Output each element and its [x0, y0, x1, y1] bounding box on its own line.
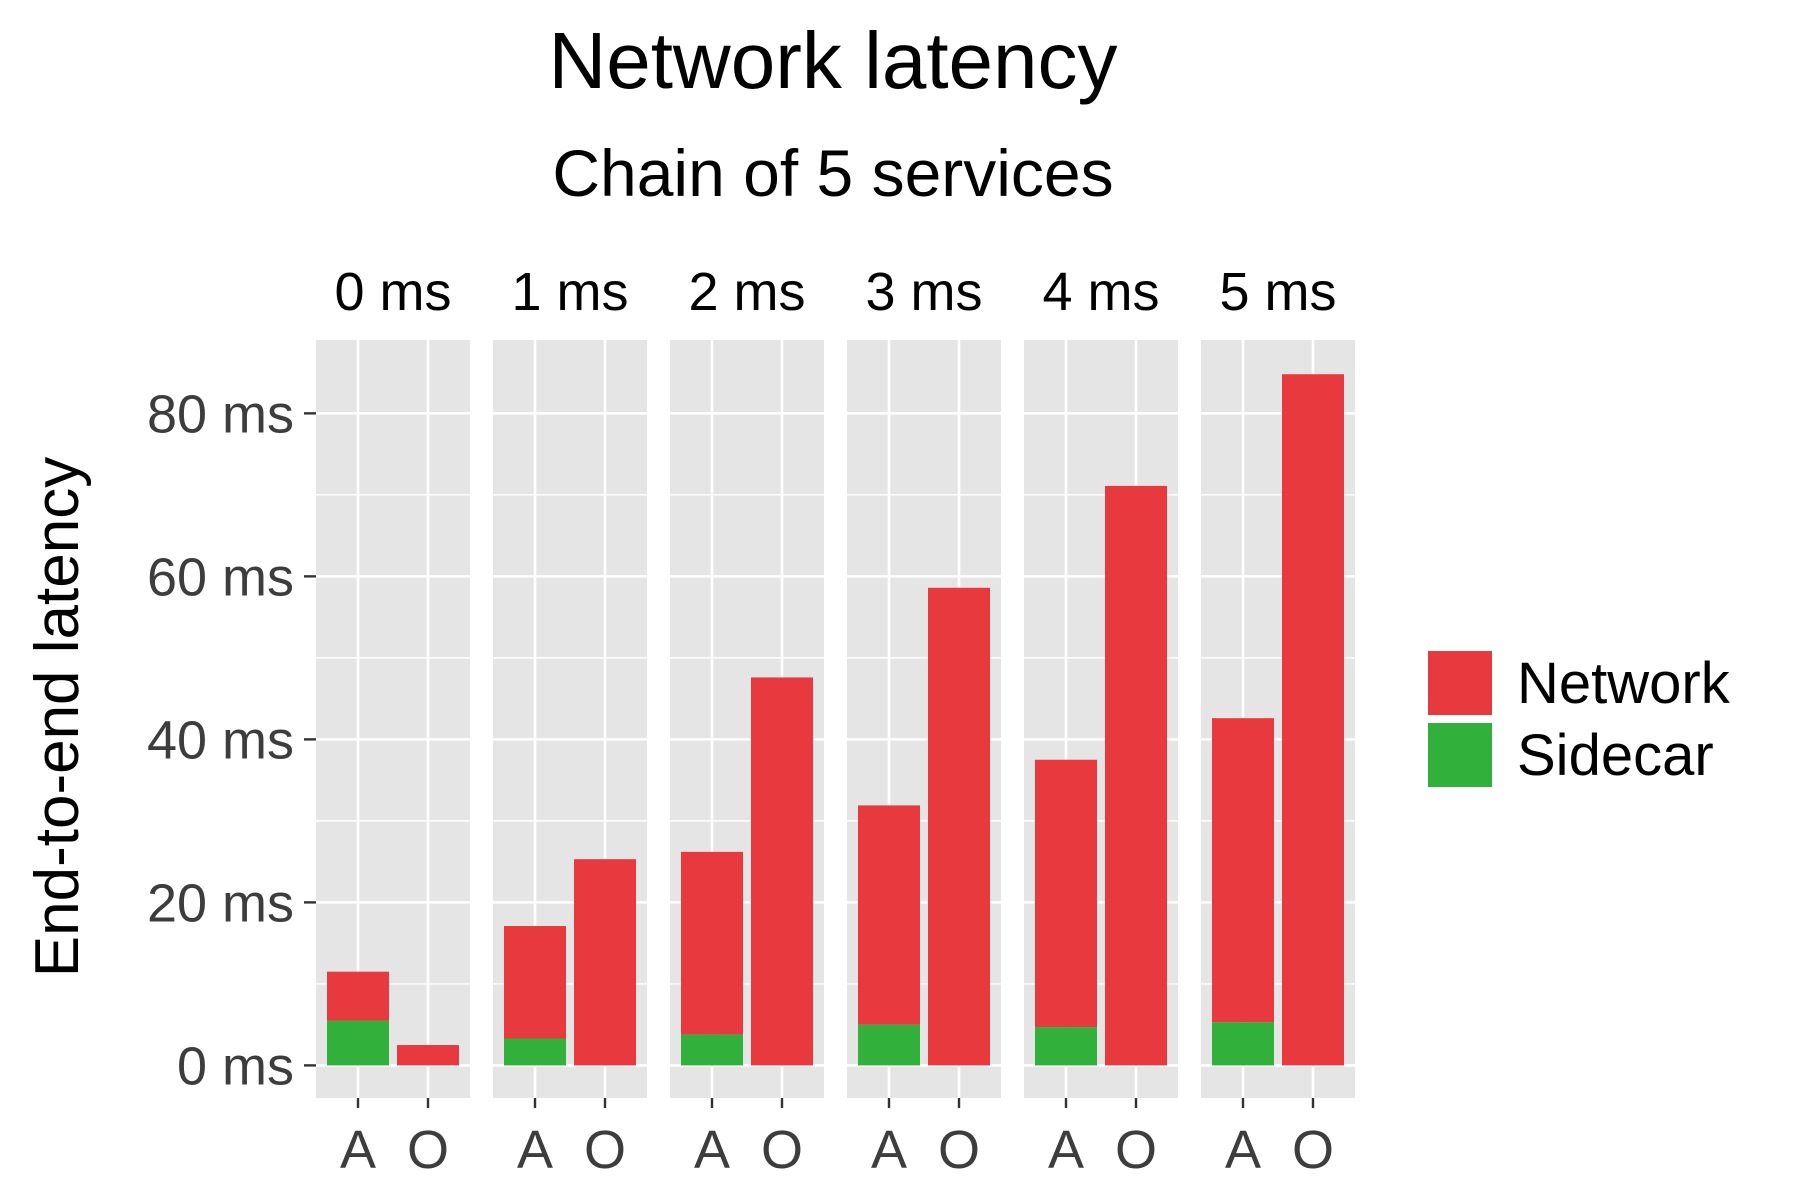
x-tick-label: A	[1225, 1120, 1261, 1180]
facet-label: 5 ms	[1219, 262, 1336, 322]
bar-network	[1105, 485, 1167, 1066]
bar-network	[574, 859, 636, 1066]
bar-sidecar	[681, 1034, 743, 1066]
facet-label: 3 ms	[865, 262, 982, 322]
bar-network	[1212, 718, 1274, 1023]
bar-sidecar	[858, 1024, 920, 1066]
legend-item: Sidecar	[1426, 721, 1714, 789]
y-axis-label: End-to-end latency	[23, 457, 92, 977]
y-tick-label: 20 ms	[147, 873, 294, 933]
x-tick-label: A	[694, 1120, 730, 1180]
legend-label: Sidecar	[1517, 723, 1714, 788]
chart-title: Network latency	[548, 16, 1117, 105]
x-tick-label: O	[1292, 1120, 1334, 1180]
bar-network	[1282, 374, 1344, 1066]
bar-sidecar	[1035, 1027, 1097, 1066]
bar-network	[327, 971, 389, 1021]
legend-swatch	[1426, 721, 1494, 789]
bar-sidecar	[1212, 1022, 1274, 1066]
x-tick-label: A	[340, 1120, 376, 1180]
x-tick-label: A	[517, 1120, 553, 1180]
bar-network	[751, 677, 813, 1066]
facet-panel: 1 ms A O	[493, 262, 647, 1180]
legend-label: Network	[1517, 651, 1731, 716]
facet-panel: 3 ms A O	[847, 262, 1001, 1180]
facet-panel: 2 ms A O	[670, 262, 824, 1180]
bar-network	[858, 805, 920, 1025]
x-tick-label: A	[871, 1120, 907, 1180]
x-tick-label: O	[1115, 1120, 1157, 1180]
bar-sidecar	[327, 1020, 389, 1066]
bar-sidecar	[504, 1038, 566, 1066]
facet-label: 4 ms	[1042, 262, 1159, 322]
legend: Network Sidecar	[1426, 649, 1731, 789]
y-tick-label: 0 ms	[177, 1036, 294, 1096]
facet-label: 0 ms	[334, 262, 451, 322]
y-tick-label: 60 ms	[147, 547, 294, 607]
x-tick-label: A	[1048, 1120, 1084, 1180]
x-tick-label: O	[407, 1120, 449, 1180]
bar-network	[928, 587, 990, 1066]
bar-network	[397, 1045, 459, 1066]
facet-panel: 0 ms A O	[316, 262, 470, 1180]
legend-item: Network	[1426, 649, 1731, 717]
x-tick-label: O	[761, 1120, 803, 1180]
bar-network	[681, 851, 743, 1035]
facet-panels: 0 msA O1 msA O2 msA O3 msA O4 msA O5 msA O	[316, 262, 1355, 1180]
facet-label: 2 ms	[688, 262, 805, 322]
facet-label: 1 ms	[511, 262, 628, 322]
legend-swatch	[1426, 649, 1494, 717]
x-tick-label: O	[584, 1120, 626, 1180]
y-axis: 0 ms 20 ms 40 ms 60 ms 80 ms	[147, 384, 316, 1096]
y-tick-label: 80 ms	[147, 384, 294, 444]
x-tick-label: O	[938, 1120, 980, 1180]
y-tick-label: 40 ms	[147, 710, 294, 770]
facet-panel: 5 ms A O	[1201, 262, 1355, 1180]
bar-network	[504, 926, 566, 1039]
bar-network	[1035, 759, 1097, 1028]
chart-subtitle: Chain of 5 services	[552, 136, 1113, 210]
facet-panel: 4 ms A O	[1024, 262, 1178, 1180]
